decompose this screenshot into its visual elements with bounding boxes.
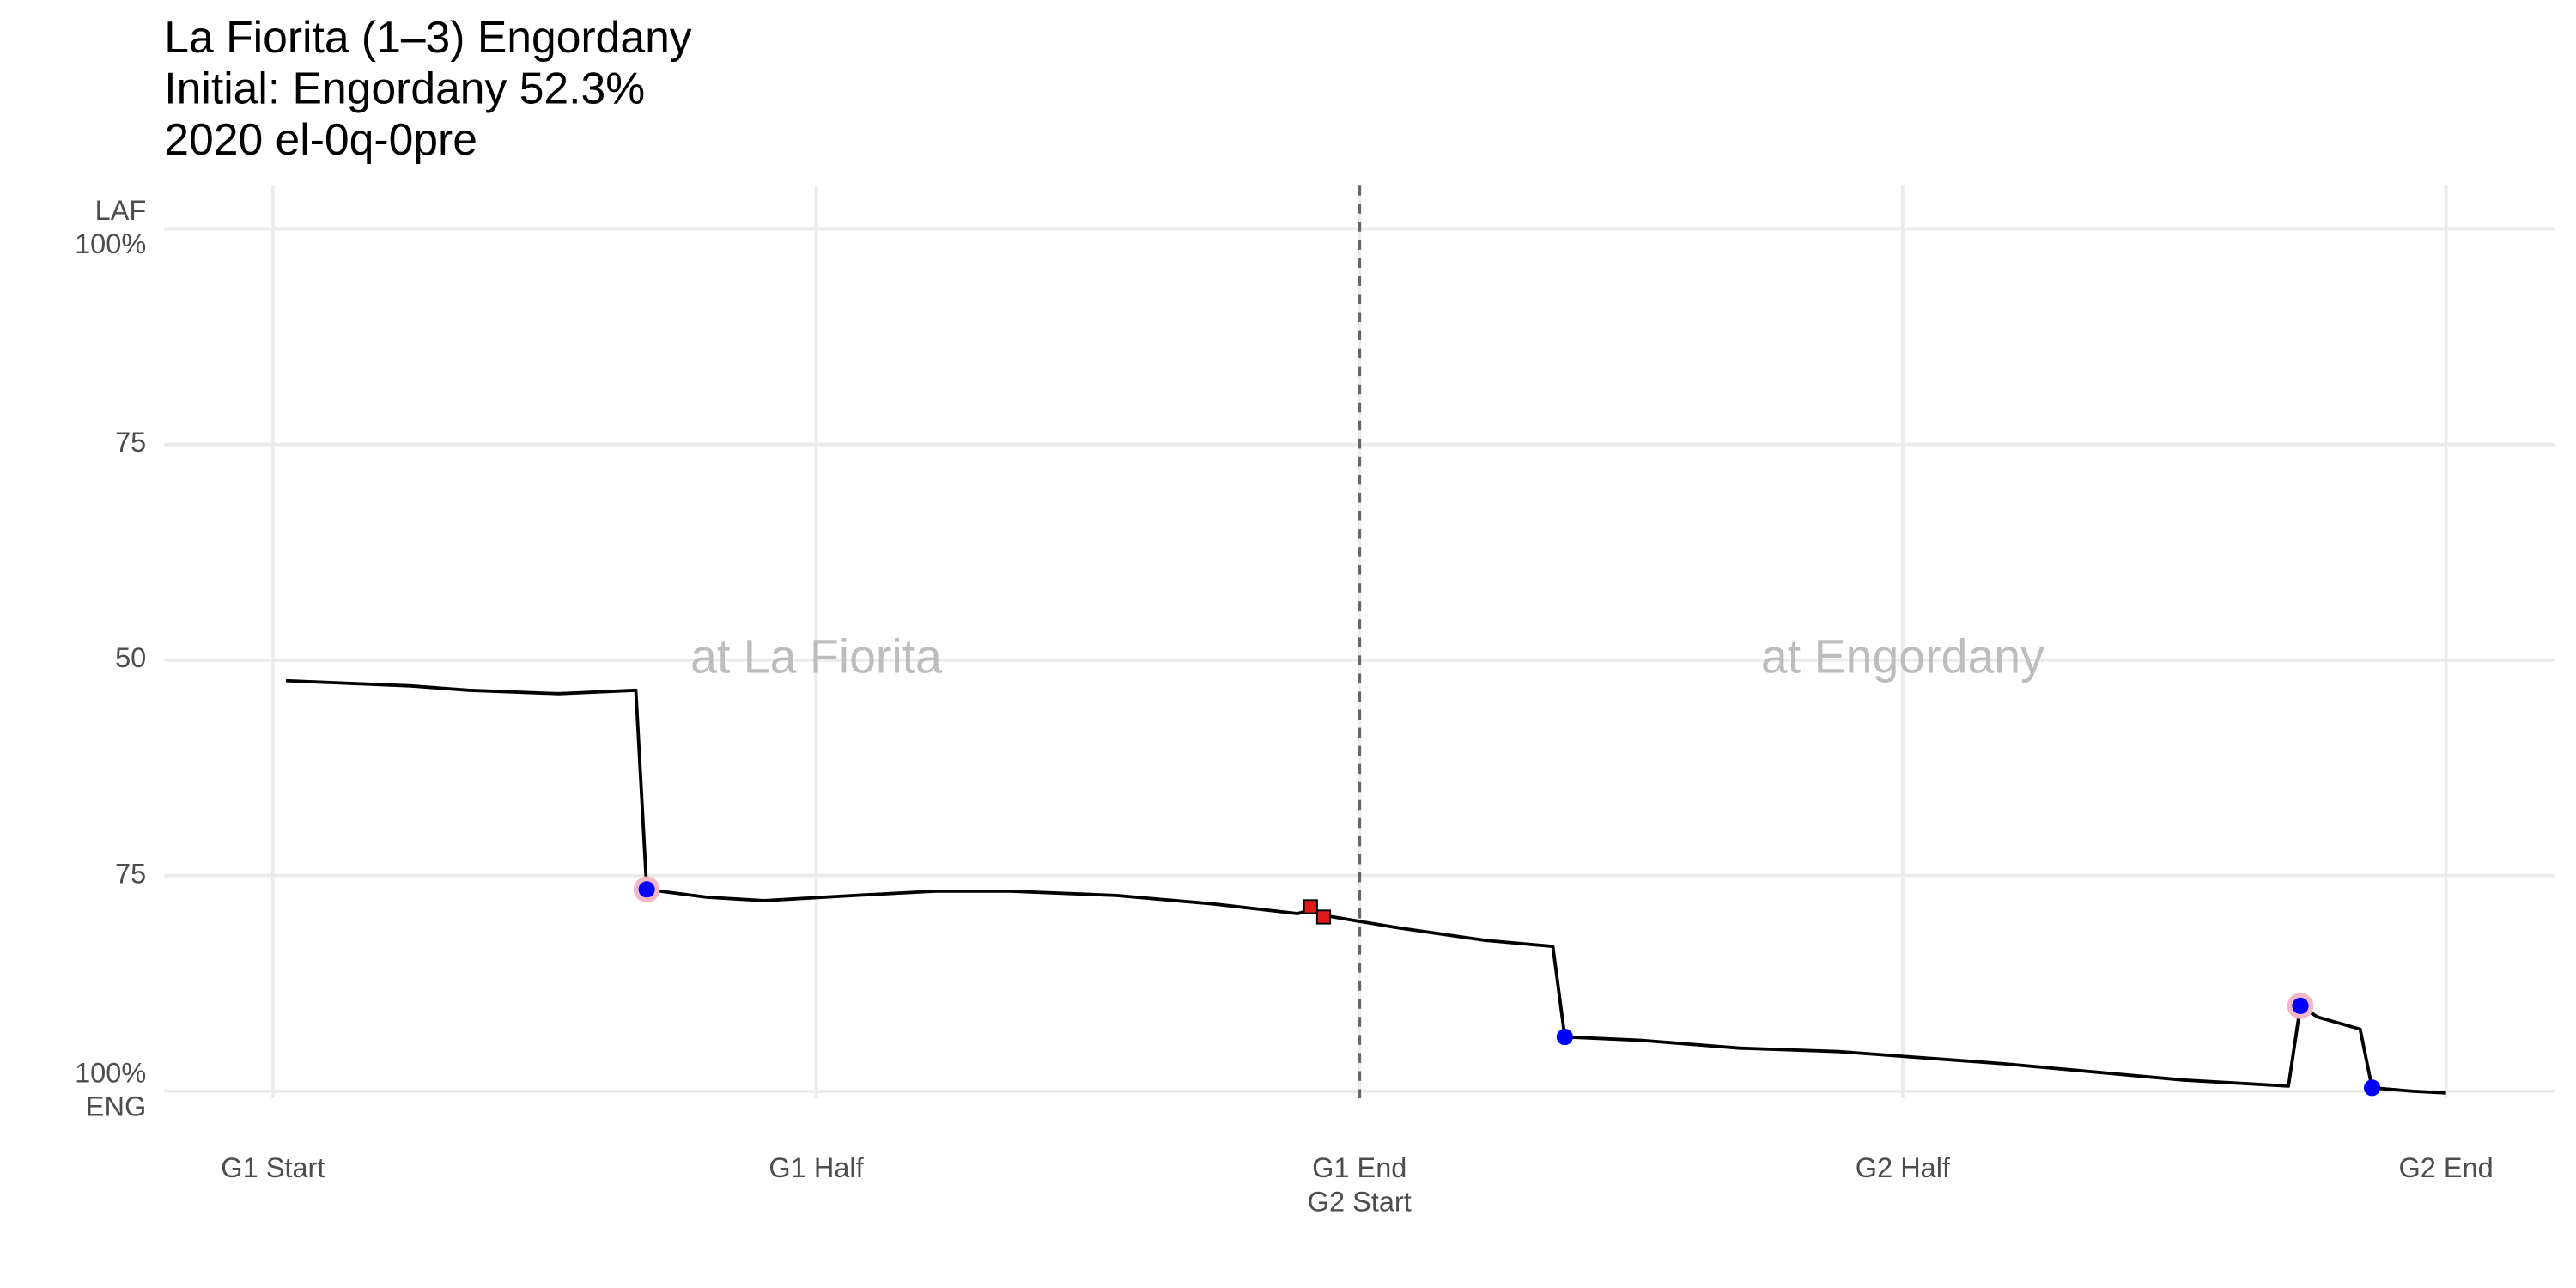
- annotation: at La Fiorita: [690, 629, 942, 683]
- x-tick-label: G1 Start: [221, 1152, 325, 1183]
- chart-subtitle: 2020 el-0q-0pre: [164, 114, 477, 164]
- x-tick-label: G2 Half: [1856, 1152, 1951, 1183]
- goal: [2363, 1079, 2381, 1097]
- y-tick-label: LAF 100%: [75, 195, 146, 259]
- x-tick-label: G1 End G2 Start: [1308, 1152, 1412, 1217]
- goal: [2292, 997, 2309, 1015]
- chart-subtitle: Initial: Engordany 52.3%: [164, 64, 645, 113]
- goal: [1556, 1029, 1573, 1046]
- x-tick-label: G1 Half: [769, 1152, 864, 1183]
- card: [1315, 909, 1332, 925]
- y-tick-label: 50: [115, 642, 146, 673]
- y-tick-label: 75: [115, 427, 146, 458]
- win-prob-line: [285, 678, 2446, 1095]
- goal: [638, 881, 655, 898]
- chart-title: La Fiorita (1–3) Engordany: [164, 12, 691, 62]
- x-tick-label: G2 End: [2398, 1152, 2493, 1183]
- annotation: at Engordany: [1761, 629, 2044, 683]
- y-tick-label: 100% ENG: [75, 1057, 146, 1121]
- card: [1303, 899, 1318, 914]
- y-tick-label: 75: [115, 858, 146, 889]
